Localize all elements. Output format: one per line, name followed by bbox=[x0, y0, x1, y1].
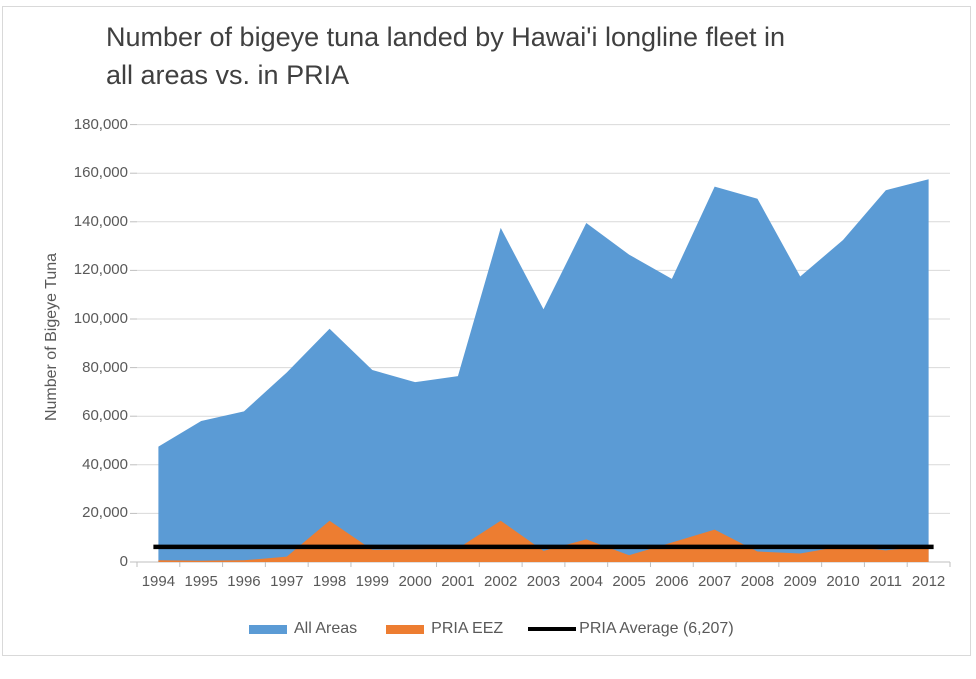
legend: All Areas PRIA EEZ PRIA Average (6,207) bbox=[249, 619, 734, 639]
y-axis-tick-label: 140,000 bbox=[73, 212, 128, 230]
legend-line-pria-average bbox=[528, 627, 577, 631]
x-axis-tick-label: 2006 bbox=[655, 573, 689, 590]
x-axis-tick-label: 1994 bbox=[141, 573, 176, 590]
area-all-areas bbox=[158, 179, 929, 562]
area-series bbox=[158, 179, 929, 562]
x-axis-tick-label: 1996 bbox=[227, 573, 261, 590]
x-axis-tick-label: 2010 bbox=[826, 573, 860, 590]
y-axis-tick-label: 180,000 bbox=[73, 115, 128, 133]
y-axis-tick-label: 60,000 bbox=[82, 407, 128, 425]
x-axis-tick-label: 2008 bbox=[740, 573, 775, 590]
chart-title-line2: all areas vs. in PRIA bbox=[106, 60, 350, 90]
x-axis-tick-label: 2003 bbox=[526, 573, 561, 590]
y-axis-tick-label: 160,000 bbox=[73, 164, 128, 182]
y-axis-tick-label: 80,000 bbox=[82, 358, 128, 376]
y-axis-tick-label: 20,000 bbox=[82, 504, 128, 522]
chart-title-line1: Number of bigeye tuna landed by Hawai'i … bbox=[106, 22, 786, 52]
legend-swatch-all-areas bbox=[249, 624, 287, 634]
y-axis-tick-label: 120,000 bbox=[73, 261, 128, 279]
x-axis-tick-label: 1995 bbox=[184, 573, 218, 590]
x-axis-tick-label: 2001 bbox=[441, 573, 475, 590]
x-axis-tick-label: 2002 bbox=[484, 573, 518, 590]
chart-title: Number of bigeye tuna landed by Hawai'i … bbox=[106, 18, 785, 94]
area-pria-eez bbox=[158, 520, 929, 562]
x-axis-tick-label: 2009 bbox=[783, 573, 817, 590]
x-axis-tick-label: 1999 bbox=[355, 573, 390, 590]
x-axis-tick-label: 2012 bbox=[911, 573, 946, 590]
x-axis-tick-label: 2007 bbox=[697, 573, 732, 590]
x-axis-tick-label: 1998 bbox=[312, 573, 347, 590]
legend-label-pria-eez: PRIA EEZ bbox=[431, 620, 504, 637]
y-axis-tick-label: 100,000 bbox=[73, 310, 128, 327]
x-axis-tick-label: 2004 bbox=[569, 573, 603, 590]
x-axis-ticks bbox=[136, 562, 951, 567]
legend-swatch-pria-eez bbox=[386, 624, 425, 634]
y-axis-tick-label: 40,000 bbox=[82, 455, 128, 473]
legend-label-pria-average: PRIA Average (6,207) bbox=[579, 620, 734, 637]
x-axis-tick-label: 2005 bbox=[612, 573, 646, 590]
y-axis-tick-label: 0 bbox=[119, 553, 128, 570]
x-axis-tick-label: 1997 bbox=[270, 573, 304, 590]
x-axis-tick-label: 2000 bbox=[398, 573, 432, 590]
legend-label-all-areas: All Areas bbox=[294, 620, 358, 637]
x-axis-tick-label: 2011 bbox=[869, 573, 902, 590]
